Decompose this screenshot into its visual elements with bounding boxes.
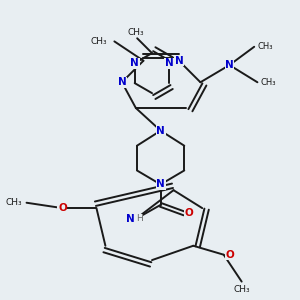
Text: O: O bbox=[58, 203, 67, 213]
Text: CH₃: CH₃ bbox=[91, 37, 107, 46]
Text: N: N bbox=[156, 179, 165, 189]
Text: CH₃: CH₃ bbox=[233, 286, 250, 295]
Text: N: N bbox=[125, 214, 134, 224]
Text: O: O bbox=[225, 250, 234, 260]
Text: CH₃: CH₃ bbox=[127, 28, 144, 37]
Text: O: O bbox=[184, 208, 193, 218]
Text: N: N bbox=[165, 58, 174, 68]
Text: N: N bbox=[156, 126, 165, 136]
Text: CH₃: CH₃ bbox=[5, 198, 22, 207]
Text: H: H bbox=[136, 214, 142, 224]
Text: N: N bbox=[225, 60, 234, 70]
Text: CH₃: CH₃ bbox=[261, 78, 276, 87]
Text: N: N bbox=[175, 56, 183, 66]
Text: N: N bbox=[118, 77, 126, 87]
Text: CH₃: CH₃ bbox=[257, 42, 273, 51]
Text: N: N bbox=[130, 58, 139, 68]
